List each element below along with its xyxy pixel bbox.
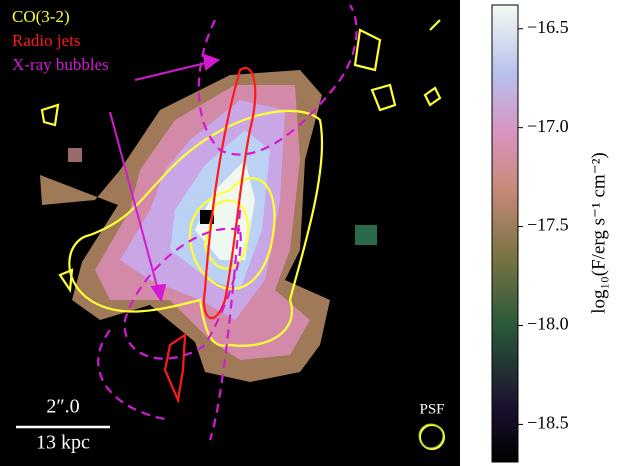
legend-co: CO(3-2) (12, 7, 70, 26)
colorbar-label: log₁₀(F/erg s⁻¹ cm⁻²) (588, 152, 609, 314)
colorbar-tick-label: −18.5 (527, 413, 569, 433)
psf-label: PSF (419, 401, 444, 417)
colorbar-tick-label: −17.5 (527, 215, 569, 235)
colorbar-scale (492, 5, 518, 462)
colorbar: −16.5 −17.0 −17.5 −18.0 −18.5 (492, 5, 569, 462)
scale-angular: 2″.0 (46, 396, 79, 418)
legend-radio: Radio jets (12, 31, 80, 50)
figure: CO(3-2) Radio jets X-ray bubbles 2″.0 13… (0, 0, 621, 466)
colorbar-tick-label: −17.0 (527, 116, 569, 136)
scale-physical: 13 kpc (36, 432, 90, 454)
colorbar-tick-label: −16.5 (527, 17, 569, 37)
legend-xray: X-ray bubbles (12, 55, 109, 74)
colorbar-tick-label: −18.0 (527, 314, 569, 334)
